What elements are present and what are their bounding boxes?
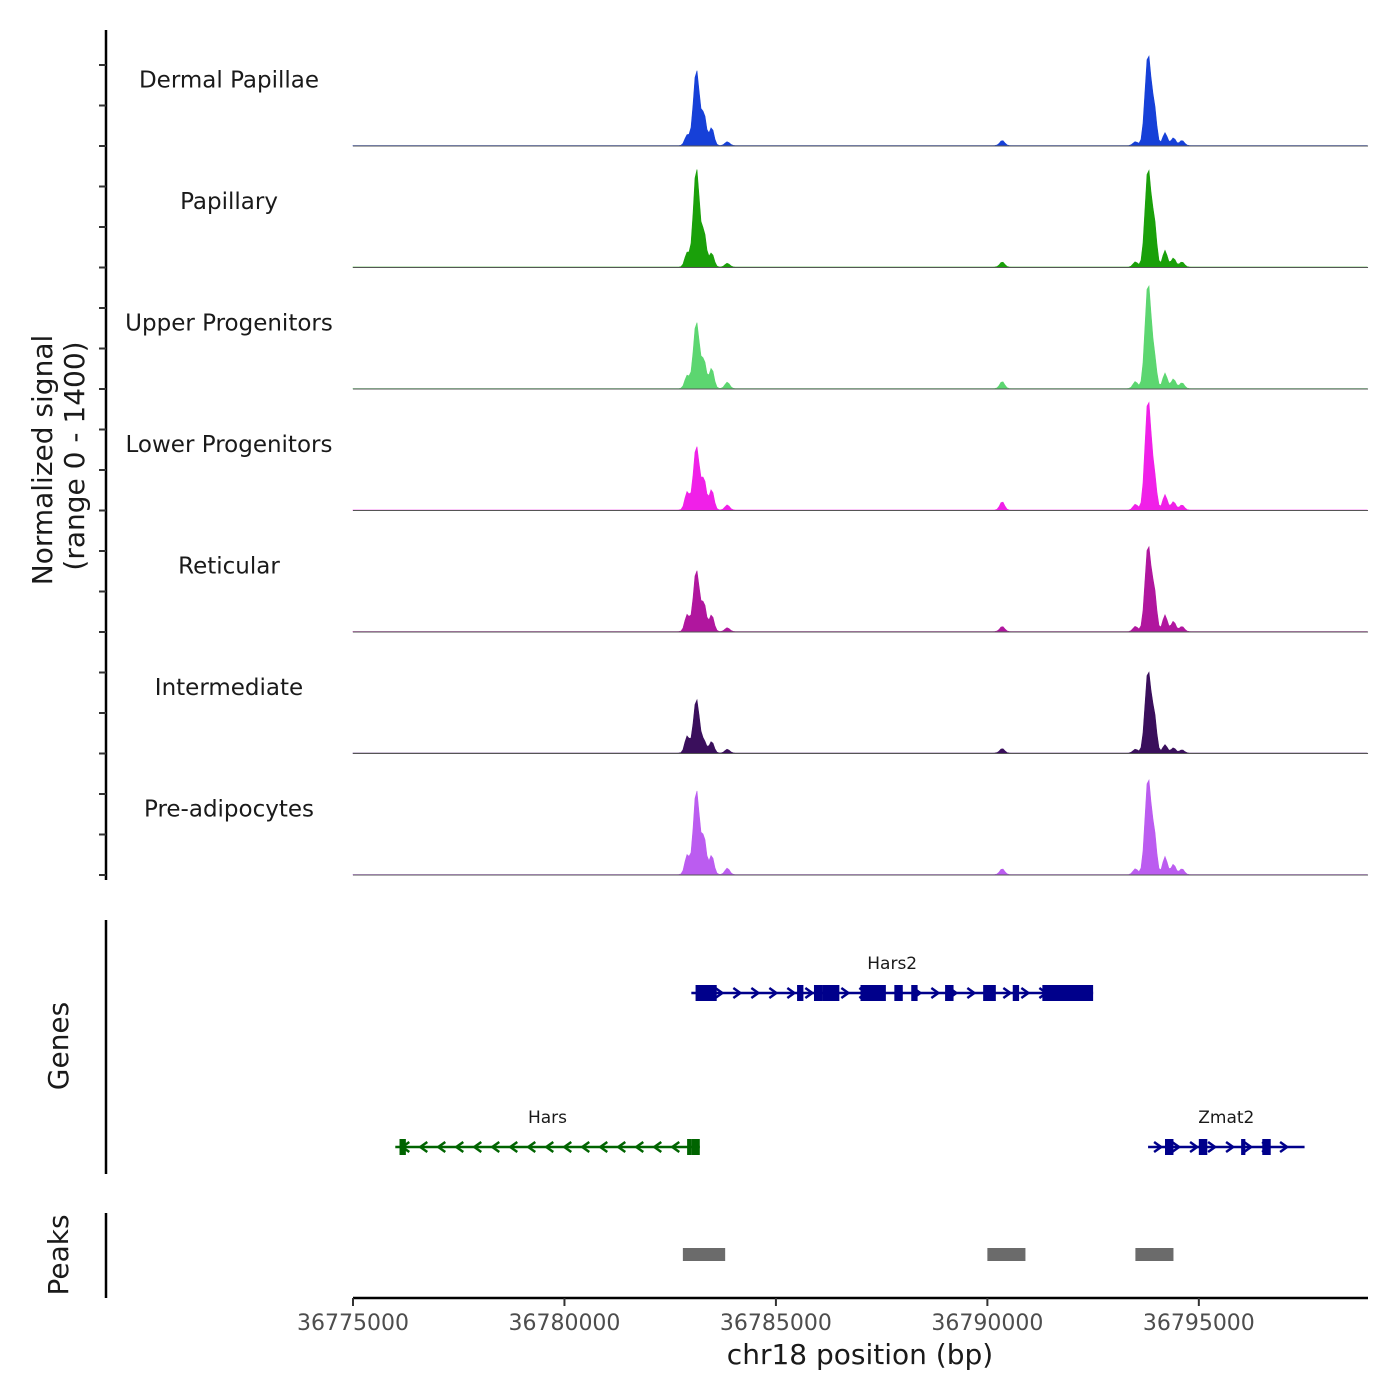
exon: [695, 985, 717, 1001]
exon: [945, 985, 954, 1001]
x-axis-title: chr18 position (bp): [727, 1338, 993, 1371]
strand-arrow: [436, 1140, 447, 1154]
gene-label: Hars2: [867, 954, 917, 974]
x-axis: 36775000 36780000 36785000 36790000 36795000: [297, 1296, 1368, 1336]
signal-area: [352, 778, 1369, 876]
exon: [911, 985, 918, 1001]
signal-area: [352, 545, 1369, 633]
exon: [691, 1139, 700, 1155]
genes-axis-title: Genes: [42, 1002, 75, 1090]
exon: [1262, 1139, 1271, 1155]
strand-arrow: [1225, 1140, 1236, 1154]
track-label: Pre-adipocytes: [144, 797, 314, 823]
peak-region: [987, 1248, 1026, 1261]
strand-arrow: [670, 1140, 681, 1154]
strand-arrow: [930, 986, 941, 1000]
peak-region: [1135, 1248, 1174, 1261]
strand-arrow: [580, 1140, 591, 1154]
exon: [1012, 985, 1020, 1001]
strand-arrow: [562, 1140, 573, 1154]
strand-arrow: [598, 1140, 609, 1154]
exon: [687, 1139, 692, 1155]
exon: [797, 985, 804, 1001]
strand-arrow: [490, 1140, 501, 1154]
exon: [894, 985, 903, 1001]
strand-arrow: [768, 986, 779, 1000]
signal-panel: Dermal Papillae Papillary Upper Progenitor…: [99, 30, 1369, 880]
strand-arrow: [454, 1140, 465, 1154]
genes-panel: Hars2 Hars Zmat2: [104, 920, 1305, 1174]
strand-arrow: [1207, 1140, 1218, 1154]
strand-arrow: [1243, 1140, 1254, 1154]
track-label: Papillary: [180, 189, 278, 215]
strand-arrow: [1002, 986, 1013, 1000]
exon: [399, 1139, 406, 1155]
strand-arrow: [840, 986, 851, 1000]
strand-arrow: [544, 1140, 555, 1154]
strand-arrow: [634, 1140, 645, 1154]
signal-area: [352, 285, 1369, 390]
signal-area: [352, 55, 1369, 147]
x-tick-label: 36795000: [1143, 1311, 1255, 1336]
strand-arrow: [732, 986, 743, 1000]
x-tick-label: 36785000: [720, 1311, 832, 1336]
signal-area: [352, 671, 1369, 754]
exon: [983, 985, 996, 1001]
strand-arrow: [418, 1140, 429, 1154]
y-axis-title-line2: (range 0 - 1400): [58, 341, 91, 570]
track-label: Lower Progenitors: [126, 432, 333, 458]
strand-arrow: [508, 1140, 519, 1154]
strand-arrow: [1153, 1140, 1164, 1154]
x-tick-label: 36775000: [297, 1311, 409, 1336]
signal-area: [352, 169, 1369, 268]
strand-arrow: [966, 986, 977, 1000]
strand-arrow: [750, 986, 761, 1000]
exon: [813, 985, 823, 1001]
strand-arrow: [526, 1140, 537, 1154]
strand-arrow: [652, 1140, 663, 1154]
exon: [822, 985, 840, 1001]
track-label: Reticular: [178, 554, 280, 580]
exon: [1042, 985, 1094, 1001]
gene-label: Hars: [528, 1108, 567, 1128]
signal-area: [352, 401, 1369, 511]
peak-region: [682, 1248, 726, 1261]
exon: [860, 985, 886, 1001]
exon: [1241, 1139, 1246, 1155]
peaks-panel: [104, 1213, 1174, 1298]
strand-arrow: [472, 1140, 483, 1154]
strand-arrow: [1279, 1140, 1290, 1154]
track-label: Intermediate: [155, 675, 303, 701]
strand-arrow: [1171, 1140, 1182, 1154]
strand-arrow: [1020, 986, 1031, 1000]
y-axis-title-line1: Normalized signal: [26, 335, 59, 586]
exon: [1165, 1139, 1174, 1155]
strand-arrow: [714, 986, 725, 1000]
track-label: Dermal Papillae: [139, 68, 319, 94]
gene-label: Zmat2: [1198, 1108, 1254, 1128]
strand-arrow: [786, 986, 797, 1000]
x-tick-label: 36780000: [508, 1311, 620, 1336]
peaks-axis-title: Peaks: [42, 1214, 75, 1295]
track-label: Upper Progenitors: [125, 311, 333, 337]
strand-arrow: [1189, 1140, 1200, 1154]
strand-arrow: [616, 1140, 627, 1154]
x-tick-label: 36790000: [931, 1311, 1043, 1336]
strand-arrow: [804, 986, 815, 1000]
exon: [1198, 1139, 1208, 1155]
